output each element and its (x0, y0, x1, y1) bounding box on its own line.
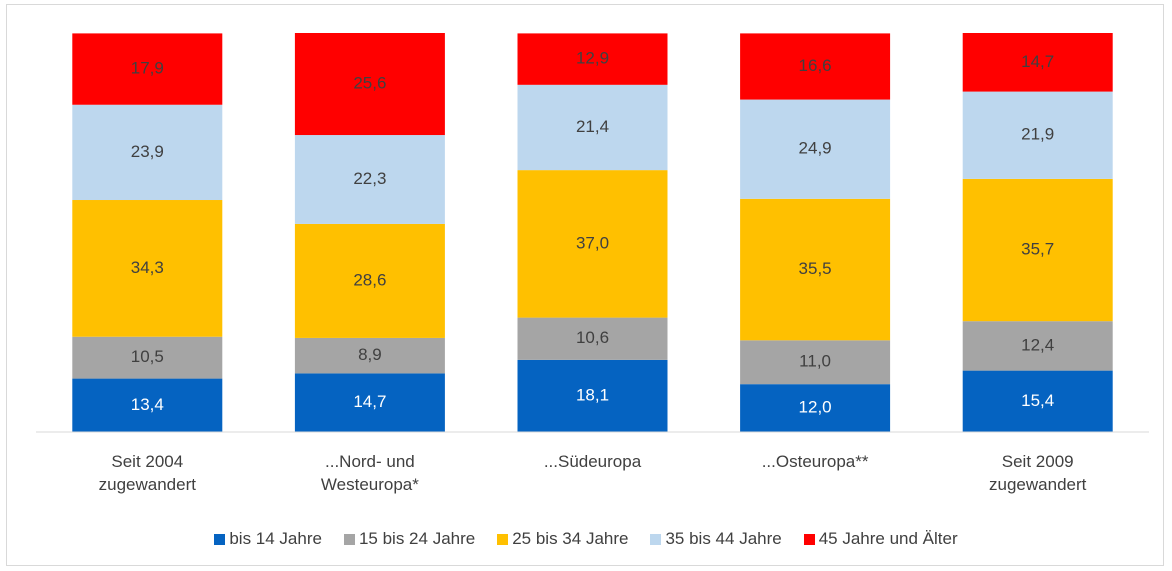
bar-segment (962, 321, 1113, 371)
chart-frame (6, 4, 1164, 566)
data-label: 28,6 (353, 270, 386, 289)
legend: bis 14 Jahre 15 bis 24 Jahre 25 bis 34 Jah… (0, 529, 1172, 549)
legend-item: 15 bis 24 Jahre (343, 529, 476, 549)
data-label: 35,7 (1021, 240, 1054, 259)
legend-label: 35 bis 44 Jahre (665, 529, 782, 548)
bar-segment (962, 33, 1113, 92)
bar-segment (72, 200, 223, 337)
legend-swatch (214, 533, 226, 545)
data-label: 35,5 (799, 259, 832, 278)
x-tick-label: ...Südeuropa (543, 452, 642, 471)
x-tick-label: Seit 2009 zugewandert (989, 452, 1087, 494)
bar-segment (72, 104, 223, 201)
legend-item: bis 14 Jahre (214, 529, 322, 549)
bar-segment (72, 33, 223, 105)
data-label: 10,5 (131, 347, 164, 366)
data-label: 37,0 (576, 233, 609, 252)
data-label: 13,4 (131, 395, 164, 414)
bar-segment (294, 223, 445, 338)
data-label: 24,9 (799, 139, 832, 158)
data-label: 12,4 (1021, 335, 1054, 354)
data-label: 17,9 (131, 59, 164, 78)
bar-segment (962, 91, 1113, 179)
data-label: 10,6 (576, 328, 609, 347)
legend-item: 45 Jahre und Älter (803, 529, 958, 549)
bar-segment (962, 178, 1113, 322)
bar-segment (517, 170, 668, 318)
bar-segment (740, 384, 891, 432)
data-label: 34,3 (131, 258, 164, 277)
bar-segment (294, 373, 445, 432)
legend-label: 45 Jahre und Älter (818, 529, 958, 548)
bar-segment (517, 84, 668, 171)
data-label: 8,9 (358, 345, 382, 364)
data-label: 22,3 (353, 169, 386, 188)
legend-swatch (650, 533, 662, 545)
bar-segment (740, 33, 891, 100)
bar-segment (962, 370, 1113, 432)
data-label: 12,9 (576, 49, 609, 68)
data-label: 15,4 (1021, 391, 1054, 410)
legend-label: 15 bis 24 Jahre (358, 529, 476, 548)
data-label: 14,7 (353, 392, 386, 411)
legend-label: 25 bis 34 Jahre (512, 529, 629, 548)
data-label: 11,0 (799, 352, 831, 371)
bar-segment (294, 135, 445, 224)
data-label: 25,6 (353, 74, 386, 93)
bar-segment (72, 378, 223, 432)
bar-segment (740, 340, 891, 385)
x-tick-label: ...Osteuropa** (761, 452, 869, 471)
legend-item: 25 bis 34 Jahre (497, 529, 628, 549)
data-label: 14,7 (1021, 52, 1054, 71)
x-tick-label: Seit 2004 zugewandert (98, 452, 196, 494)
data-label: 21,4 (576, 117, 609, 136)
bar-segment (517, 33, 668, 85)
legend-label: bis 14 Jahre (229, 529, 322, 548)
bar-segment (294, 337, 445, 374)
data-label: 18,1 (576, 385, 609, 404)
legend-swatch (497, 533, 509, 545)
data-label: 12,0 (799, 398, 832, 417)
bar-segment (517, 317, 668, 360)
legend-swatch (343, 533, 355, 545)
data-label: 21,9 (1021, 125, 1054, 144)
bar-segment (740, 198, 891, 341)
legend-swatch (803, 533, 815, 545)
data-label: 16,6 (799, 56, 832, 75)
bar-segment (740, 99, 891, 199)
bar-segment (72, 336, 223, 379)
bar-segment (517, 359, 668, 432)
legend-item: 35 bis 44 Jahre (650, 529, 782, 549)
data-label: 23,9 (131, 142, 164, 161)
bar-segment (294, 33, 445, 136)
x-tick-label: ...Nord- und Westeuropa* (320, 452, 419, 494)
